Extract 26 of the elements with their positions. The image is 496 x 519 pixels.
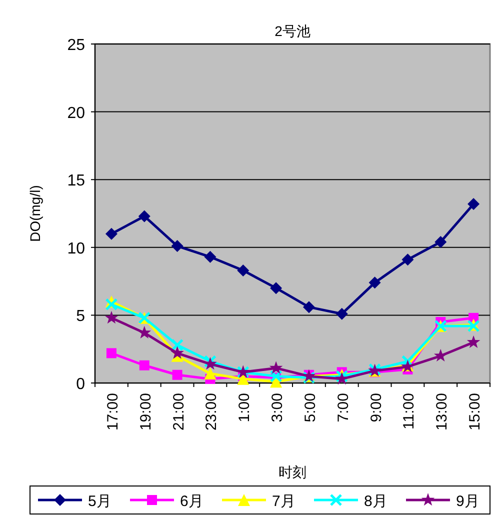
y-tick-label: 25 [67,37,86,54]
x-tick-label: 3:00 [269,393,286,422]
chart-title: 2号池 [274,23,310,39]
legend-label: 9月 [456,493,480,510]
x-tick-label: 9:00 [368,393,385,422]
x-tick-label: 13:00 [434,393,451,431]
x-tick-label: 1:00 [236,393,254,422]
y-tick-label: 15 [67,172,86,190]
legend-label: 5月 [88,493,112,510]
y-tick-label: 0 [76,376,86,393]
x-tick-label: 11:00 [400,393,418,430]
x-tick-label: 21:00 [170,393,188,431]
x-tick-label: 17:00 [104,393,122,431]
legend-label: 8月 [364,493,388,510]
y-axis-title: DO(mg/l) [27,185,43,242]
legend-label: 7月 [272,493,296,510]
x-tick-label: 7:00 [334,393,352,422]
x-tick-label: 23:00 [203,393,220,431]
y-tick-label: 10 [67,240,86,258]
x-tick-label: 19:00 [137,393,154,431]
legend-label: 6月 [180,493,204,510]
x-tick-label: 15:00 [466,393,484,431]
x-tick-label: 5:00 [302,393,319,422]
y-tick-label: 5 [76,308,86,326]
y-tick-label: 20 [67,104,86,122]
x-axis-title: 时刻 [278,464,306,480]
